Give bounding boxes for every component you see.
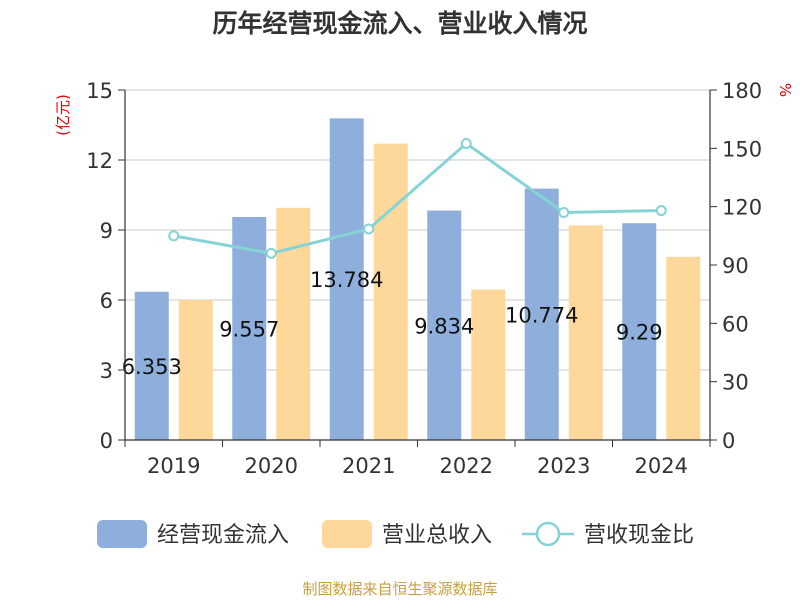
ratio-line [168, 137, 667, 259]
legend-swatch [97, 520, 147, 548]
legend-label: 营收现金比 [584, 523, 694, 548]
right-tick-label: 60 [722, 312, 749, 336]
revenue-bar [178, 300, 213, 440]
data-labels: 6.353 9.557 13.784 9.834 10.774 9.29 [122, 268, 663, 379]
revenue-bar [471, 289, 506, 440]
x-tick-label: 2022 [440, 454, 493, 478]
legend-label: 营业总收入 [382, 523, 492, 548]
data-label: 9.834 [414, 314, 474, 338]
x-tick-label: 2023 [537, 454, 590, 478]
legend-label: 经营现金流入 [157, 523, 289, 548]
left-tick-label: 6 [100, 289, 113, 313]
x-tick-label: 2020 [245, 454, 298, 478]
right-tick-label: 180 [722, 79, 762, 103]
cash-inflow-bar [232, 217, 267, 440]
data-label: 6.353 [122, 355, 182, 379]
revenue-bar [276, 207, 311, 440]
ratio-point [460, 137, 472, 149]
right-tick-label: 120 [722, 196, 762, 220]
right-axis-unit: % [776, 83, 794, 97]
cash-inflow-bar [524, 188, 559, 440]
x-tick-label: 2021 [342, 454, 395, 478]
right-tick-label: 0 [722, 429, 735, 453]
cash-inflow-bar [329, 118, 364, 440]
ratio-point [265, 247, 277, 259]
data-label: 9.557 [219, 318, 279, 342]
revenue-bar [373, 143, 408, 440]
left-axis-unit: (亿元) [54, 94, 72, 136]
left-tick-label: 12 [86, 149, 113, 173]
ratio-point [168, 230, 180, 242]
left-tick-label: 3 [100, 359, 113, 383]
ratio-point [655, 205, 667, 217]
right-tick-label: 150 [722, 137, 762, 161]
data-label: 9.29 [616, 321, 663, 345]
data-label: 13.784 [310, 268, 383, 292]
ratio-point [558, 207, 570, 218]
cash-inflow-bar [134, 291, 169, 440]
revenue-bar [666, 256, 701, 440]
left-tick-label: 9 [100, 219, 113, 243]
ratio-line-path [173, 141, 662, 255]
ratio-point [363, 223, 375, 235]
legend-revenue: 营业总收入 [322, 520, 492, 548]
x-tick-label: 2024 [635, 454, 688, 478]
x-tick-label: 2019 [147, 454, 200, 478]
legend: 经营现金流入 营业总收入 营收现金比 [97, 520, 694, 548]
cash-inflow-bar [427, 210, 462, 440]
source-note: 制图数据来自恒生聚源数据库 [302, 580, 497, 598]
legend-cash-inflow: 经营现金流入 [97, 520, 289, 548]
left-tick-label: 15 [86, 79, 113, 103]
data-label: 10.774 [505, 303, 578, 327]
legend-ratio: 营收现金比 [522, 521, 694, 548]
revenue-bar [568, 225, 603, 440]
right-tick-label: 90 [722, 254, 749, 278]
grid-lines [125, 89, 710, 371]
right-tick-label: 30 [722, 371, 749, 395]
legend-marker [535, 521, 561, 547]
left-tick-label: 0 [100, 429, 113, 453]
legend-swatch [322, 520, 372, 548]
bars [134, 118, 701, 440]
cash-inflow-bar [622, 223, 657, 440]
chart-title: 历年经营现金流入、营业收入情况 [212, 9, 587, 38]
